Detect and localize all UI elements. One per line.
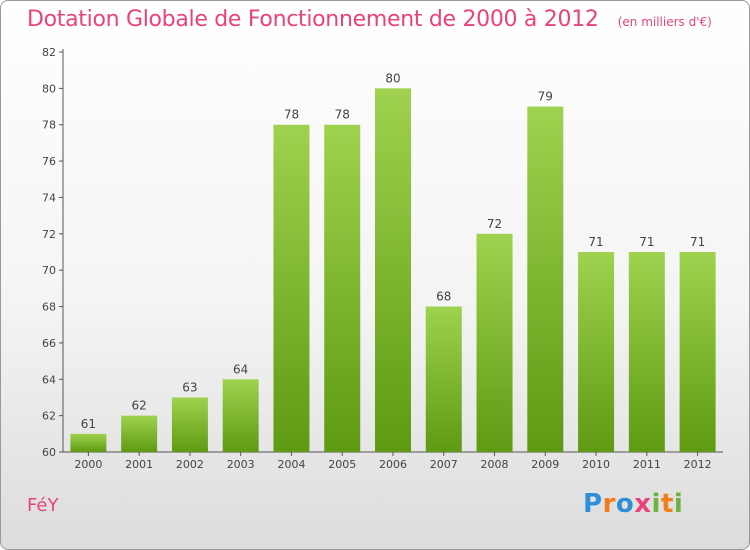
x-tick-label: 2009 — [531, 458, 559, 471]
title-row: Dotation Globale de Fonctionnement de 20… — [27, 7, 712, 32]
bar — [425, 306, 462, 452]
bar — [121, 415, 158, 452]
x-tick-label: 2000 — [74, 458, 102, 471]
x-tick-label: 2002 — [176, 458, 204, 471]
x-tick-label: 2003 — [227, 458, 255, 471]
x-tick-label: 2007 — [430, 458, 458, 471]
place-name: FéY — [27, 495, 59, 516]
bar — [222, 379, 259, 452]
y-tick-label: 82 — [42, 46, 56, 59]
bar — [628, 252, 665, 452]
bar — [578, 252, 615, 452]
bar — [324, 124, 361, 453]
bar-value-label: 78 — [335, 108, 350, 122]
y-tick-label: 70 — [42, 264, 56, 277]
bar-value-label: 64 — [233, 362, 248, 376]
x-tick-label: 2011 — [633, 458, 661, 471]
y-tick-label: 76 — [42, 155, 56, 168]
bar — [273, 124, 310, 453]
bar-value-label: 71 — [690, 235, 705, 249]
y-tick-label: 74 — [42, 191, 56, 204]
x-tick-label: 2001 — [125, 458, 153, 471]
x-tick-label: 2004 — [277, 458, 305, 471]
proxiti-logo: Proxiti — [583, 489, 684, 519]
x-tick-label: 2012 — [684, 458, 712, 471]
y-tick-label: 72 — [42, 228, 56, 241]
y-tick-label: 64 — [42, 373, 56, 386]
y-tick-label: 62 — [42, 410, 56, 423]
y-tick-label: 60 — [42, 446, 56, 459]
bar-value-label: 80 — [385, 71, 400, 85]
x-tick-label: 2010 — [582, 458, 610, 471]
y-tick-label: 68 — [42, 301, 56, 314]
bar-value-label: 62 — [132, 399, 147, 413]
bar — [375, 88, 411, 452]
y-tick-label: 78 — [42, 119, 56, 132]
bar — [171, 397, 208, 452]
bar-value-label: 71 — [588, 235, 603, 249]
x-tick-label: 2008 — [481, 458, 509, 471]
chart-subtitle: (en milliers d'€) — [617, 15, 712, 29]
bar-value-label: 61 — [81, 417, 96, 431]
bar — [70, 433, 107, 452]
bar — [679, 252, 716, 452]
bar — [527, 106, 564, 452]
chart-title: Dotation Globale de Fonctionnement de 20… — [27, 7, 599, 32]
bar-value-label: 78 — [284, 108, 299, 122]
y-tick-label: 80 — [42, 82, 56, 95]
bar — [476, 233, 513, 452]
bar-value-label: 68 — [436, 290, 451, 304]
bar-value-label: 79 — [538, 90, 553, 104]
y-tick-label: 66 — [42, 337, 56, 350]
x-tick-label: 2006 — [379, 458, 407, 471]
bar-value-label: 72 — [487, 217, 502, 231]
x-tick-label: 2005 — [328, 458, 356, 471]
bar-value-label: 71 — [639, 235, 654, 249]
bar-value-label: 63 — [182, 380, 197, 394]
